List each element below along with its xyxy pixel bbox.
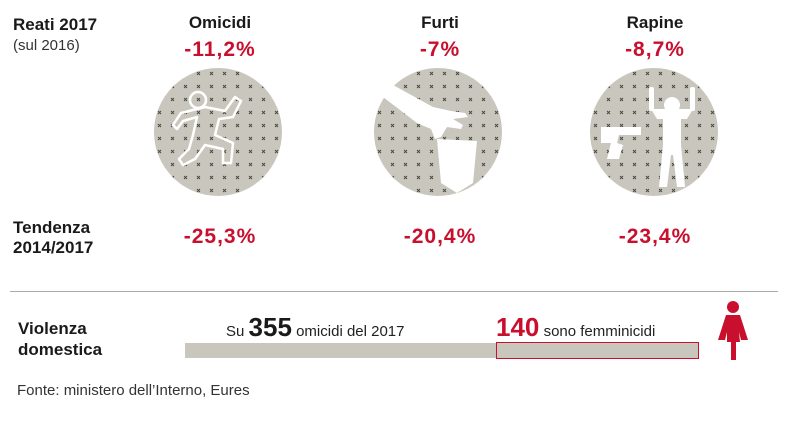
hand-stealing-bag-icon: [374, 68, 502, 196]
total-suffix: omicidi del 2017: [296, 323, 405, 340]
section-divider: [10, 291, 778, 292]
female-figure-icon: [718, 301, 748, 360]
pct-trend-omicidi: -25,3%: [183, 225, 257, 248]
femicides-value: 140: [496, 312, 540, 342]
pct-trend-rapine: -23,4%: [618, 225, 692, 248]
pct-2017-omicidi: -11,2%: [184, 38, 256, 61]
domestic-label-line2: domestica: [18, 340, 103, 359]
pct-2017-rapine: -8,7%: [625, 38, 685, 61]
femicides-bar: [496, 342, 699, 359]
total-prefix: Su: [226, 323, 245, 340]
gun-hands-up-icon: [590, 68, 718, 196]
pct-trend-furti: -20,4%: [403, 225, 477, 248]
total-homicides-value: 355: [248, 312, 292, 342]
domestic-label-line1: Violenza: [18, 319, 87, 338]
femicides-suffix: sono femminicidi: [543, 323, 656, 340]
category-label-furti: Furti: [421, 13, 459, 32]
homicides-bar: [185, 343, 496, 358]
trend-label: Tendenza 2014/2017: [13, 218, 93, 258]
category-label-omicidi: Omicidi: [188, 13, 252, 32]
pct-2017-furti: -7%: [419, 38, 461, 61]
source-note: Fonte: ministero dell’Interno, Eures: [17, 382, 250, 399]
crime-scene-outline-icon: [154, 68, 282, 196]
femicides-text: 140 sono femminicidi: [496, 312, 655, 343]
trend-label-line2: 2014/2017: [13, 238, 94, 257]
trend-label-line1: Tendenza: [13, 218, 91, 237]
chart-subtitle: (sul 2016): [13, 37, 80, 54]
chart-title: Reati 2017: [13, 15, 98, 34]
category-label-rapine: Rapine: [626, 13, 684, 32]
domestic-violence-label: Violenza domestica: [18, 318, 102, 360]
total-homicides-text: Su 355 omicidi del 2017: [226, 312, 405, 343]
